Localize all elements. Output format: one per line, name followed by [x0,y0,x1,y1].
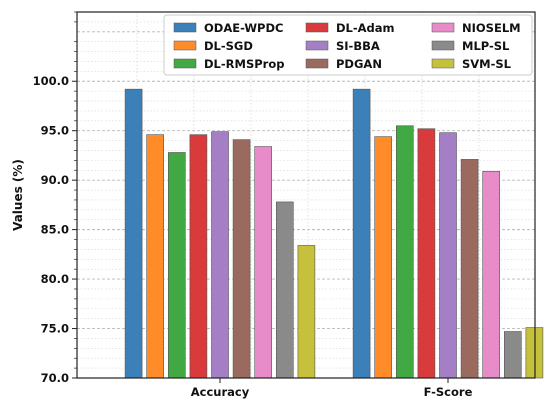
bar-mlp-sl-accuracy [275,201,294,379]
y-tick-label: 70.0 [41,371,69,385]
bar-pdgan-accuracy [232,139,251,379]
x-tick-label: F-Score [424,385,473,399]
bars [124,88,544,379]
bar-dl-sgd-accuracy [146,134,164,379]
bar-si-bba-accuracy [211,131,229,379]
x-tick-label: Accuracy [191,385,250,399]
bar-nioselm-accuracy [254,146,272,379]
legend-entry-label: SVM-SL [462,57,512,71]
legend-entry-label: ODAE-WPDC [204,21,283,35]
y-tick-label: 95.0 [41,124,69,138]
legend-entry-label: DL-SGD [204,39,253,53]
bar-dl-adam-f-score [417,128,436,379]
bar-mlp-sl-f-score [503,331,522,379]
bar-svm-sl-accuracy [297,245,316,379]
legend-entry-label: SI-BBA [336,39,380,53]
bar-odae-wpdc-f-score [352,88,371,379]
bar-nioselm-f-score [482,170,501,379]
y-tick-label: 80.0 [41,272,69,286]
x-axis-ticks: Accuracy F-Score [191,378,473,399]
legend-swatch [431,58,455,69]
legend-swatch [305,40,329,51]
y-axis-ticks: 70.0 75.0 80.0 85.0 90.0 95.0 100.0 [33,11,77,385]
bar-pdgan-f-score [460,159,479,379]
legend-entry-label: DL-Adam [336,21,395,35]
y-tick-label: 75.0 [41,322,69,336]
legend-entry-label: NIOSELM [462,21,521,35]
y-tick-label: 90.0 [41,173,69,187]
y-tick-label: 100.0 [33,74,69,88]
bar-dl-adam-accuracy [189,134,208,379]
legend-swatch [305,58,329,69]
bar-si-bba-f-score [439,132,457,379]
y-axis-label: Values (%) [11,159,25,231]
legend: ODAE-WPDC DL-SGD DL-RMSProp DL-Adam SI-BBA PD… [163,14,533,76]
legend-swatch [173,40,197,51]
bar-dl-rmsprop-accuracy [168,152,186,379]
legend-swatch [431,22,455,33]
bar-dl-sgd-f-score [374,136,393,379]
legend-swatch [173,22,197,33]
legend-entry-label: PDGAN [336,57,382,71]
legend-swatch [305,22,329,33]
legend-entry-label: DL-RMSProp [204,57,284,71]
bar-odae-wpdc-accuracy [124,88,143,379]
bar-dl-rmsprop-f-score [395,125,414,379]
legend-swatch [173,58,197,69]
legend-entry-label: MLP-SL [462,39,510,53]
plot-frame [76,11,536,379]
y-tick-label: 85.0 [41,223,69,237]
legend-swatch [431,40,455,51]
